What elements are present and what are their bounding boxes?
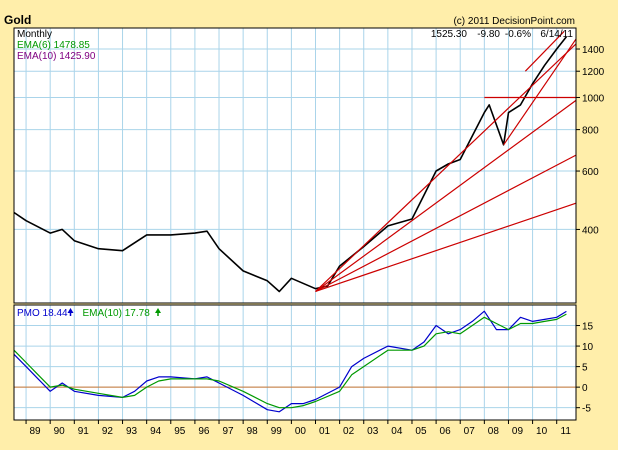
price-y-tick-label: 1400 — [582, 45, 605, 56]
x-tick-label: 95 — [174, 426, 186, 437]
price-y-tick-label: 1000 — [582, 93, 605, 104]
pmo-y-tick-label: 15 — [582, 322, 594, 333]
pmo-line — [13, 310, 567, 413]
trendline — [503, 38, 577, 146]
price-grid — [14, 28, 576, 303]
trendline — [315, 154, 577, 293]
pmo-y-tick-label: 0 — [582, 383, 588, 394]
price-y-tick-label: 800 — [582, 126, 599, 137]
pmo-series — [13, 310, 567, 413]
x-tick-label: 08 — [488, 426, 500, 437]
x-tick-label: 11 — [561, 426, 572, 437]
x-tick-label: 01 — [319, 426, 331, 437]
quote-pct: -0.6% — [505, 29, 531, 40]
trendline — [524, 31, 565, 72]
pmo-legend-entry: PMO 18.44 — [17, 308, 68, 319]
price-y-tick-label: 1200 — [582, 67, 605, 78]
x-tick-label: 05 — [415, 426, 427, 437]
x-tick-label: 94 — [150, 426, 162, 437]
copyright-text: (c) 2011 DecisionPoint.com — [453, 16, 575, 27]
chart-title: Gold — [4, 13, 31, 27]
price-legend-entry: EMA(10) 1425.90 — [17, 51, 96, 62]
x-tick-label: 03 — [367, 426, 379, 437]
x-tick-label: 09 — [512, 426, 524, 437]
pmo-y-axis: -5 0 5 10 15 — [576, 322, 594, 415]
x-tick-label: 04 — [391, 426, 403, 437]
x-tick-label: 07 — [464, 426, 476, 437]
trendline — [315, 99, 577, 292]
pmo-ema-line — [13, 313, 567, 409]
x-tick-label: 10 — [536, 426, 548, 437]
x-tick-label: 93 — [126, 426, 138, 437]
price-y-tick-label: 400 — [582, 225, 599, 236]
quote-close: 1525.30 — [431, 29, 468, 40]
trendline — [315, 43, 577, 292]
quote-date: 6/14/11 — [540, 29, 573, 40]
trendline — [315, 202, 577, 293]
pmo-grid — [14, 305, 576, 420]
x-tick-label: 92 — [102, 426, 114, 437]
x-tick-label: 96 — [198, 426, 210, 437]
arrow-up-icon — [155, 308, 161, 313]
pmo-y-tick-label: 5 — [582, 363, 588, 374]
x-tick-label: 91 — [78, 426, 90, 437]
x-tick-label: 97 — [222, 426, 234, 437]
x-axis: 89 90 91 92 93 94 95 96 97 98 99 00 01 02 03 04 05 06 07 08… — [25, 420, 572, 437]
pmo-y-tick-label: -5 — [582, 404, 591, 415]
price-y-axis: 400 600 800 1000 1200 1400 — [576, 45, 605, 236]
pmo-panel — [14, 305, 576, 420]
price-panel-border — [13, 27, 577, 304]
pmo-y-tick-label: 10 — [582, 342, 594, 353]
price-panel — [14, 28, 576, 303]
x-tick-label: 06 — [440, 426, 452, 437]
arrow-up-icon — [67, 308, 74, 313]
quote-change: -9.80 — [477, 29, 500, 40]
trendlines — [315, 31, 577, 293]
x-tick-label: 00 — [295, 426, 307, 437]
pmo-legend: PMO 18.44 EMA(10) 17.78 — [17, 308, 161, 319]
x-tick-label: 90 — [54, 426, 66, 437]
x-tick-label: 89 — [29, 426, 41, 437]
quote-readout: 1525.30 -9.80 -0.6% 6/14/11 — [431, 29, 574, 40]
price-y-tick-label: 600 — [582, 167, 599, 178]
x-tick-label: 02 — [343, 426, 355, 437]
x-tick-label: 99 — [271, 426, 283, 437]
price-legend-entry: EMA(6) 1478.85 — [17, 40, 90, 51]
period-label: Monthly — [17, 29, 52, 40]
pmo-legend-entry: EMA(10) 17.78 — [83, 308, 151, 319]
x-tick-label: 98 — [247, 426, 259, 437]
pmo-panel-border — [13, 304, 577, 421]
